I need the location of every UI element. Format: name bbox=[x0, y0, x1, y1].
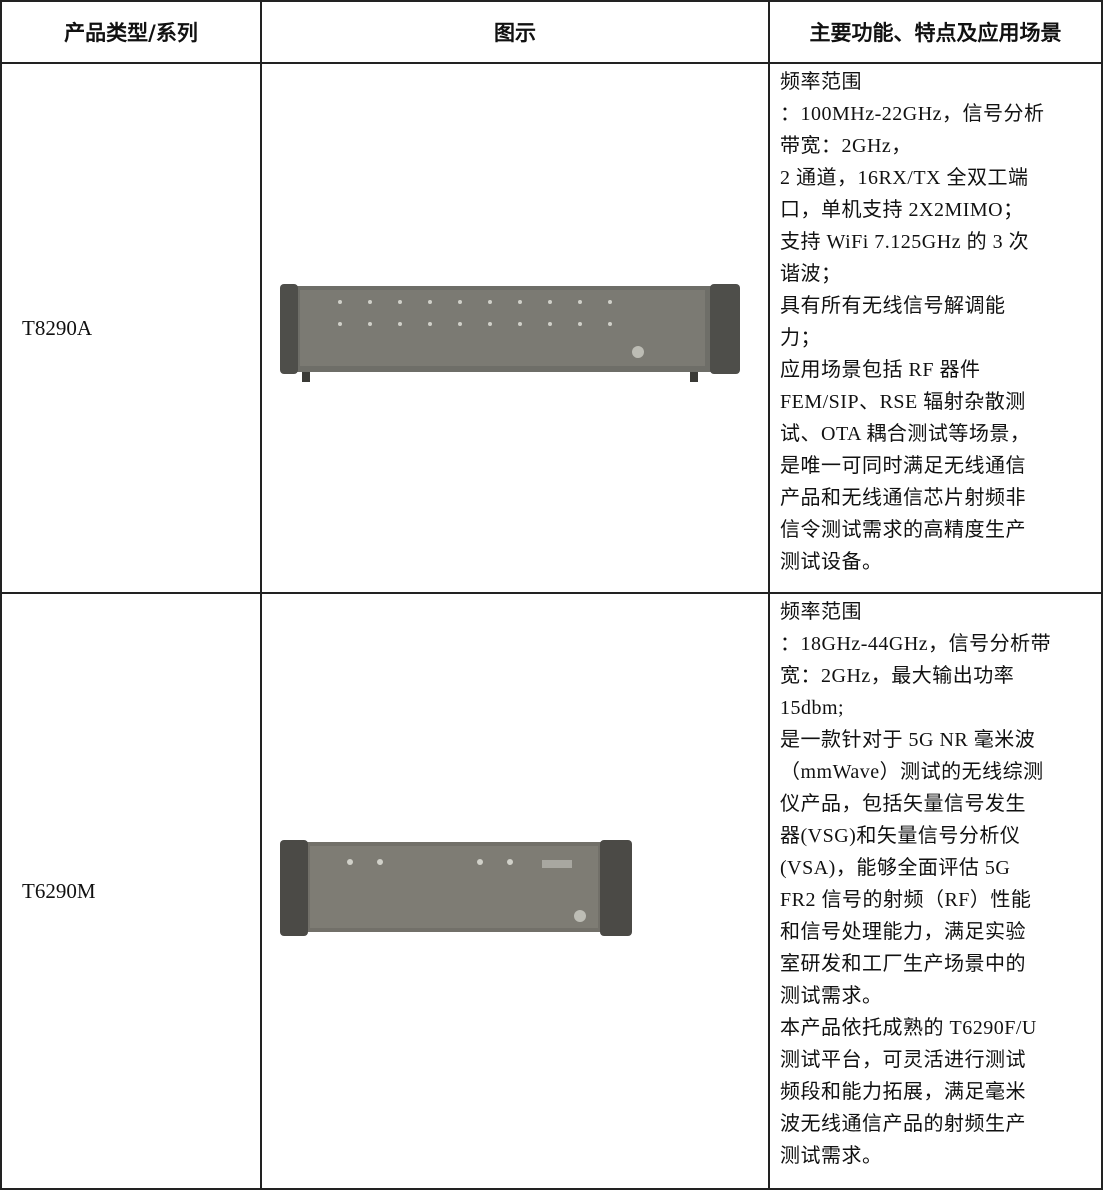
table-border bbox=[0, 62, 1103, 64]
description-line: 频段和能力拓展，满足毫米 bbox=[780, 1081, 1026, 1103]
description-line: 宽：2GHz，最大输出功率 bbox=[780, 665, 1015, 687]
description-line: FEM/SIP、RSE 辐射杂散测 bbox=[780, 391, 1026, 413]
description-line: 口，单机支持 2X2MIMO； bbox=[780, 199, 1024, 221]
description-line: 是唯一可同时满足无线通信 bbox=[780, 455, 1026, 477]
product-description: 频率范围 ：18GHz-44GHz，信号分析带 宽：2GHz，最大输出功率 15dbm… bbox=[770, 596, 1101, 1172]
description-line: 带宽：2GHz， bbox=[780, 135, 912, 157]
description-line: 是一款针对于 5G NR 毫米波 bbox=[780, 729, 1036, 751]
description-line: 15dbm; bbox=[780, 697, 845, 719]
description-line: 波无线通信产品的射频生产 bbox=[780, 1113, 1026, 1135]
description-line: 本产品依托成熟的 T6290F/U bbox=[780, 1017, 1037, 1039]
description-line: 频率范围 bbox=[780, 601, 862, 623]
description-line: （mmWave）测试的无线综测 bbox=[780, 761, 1044, 783]
device-image bbox=[280, 840, 632, 936]
table-border bbox=[1101, 0, 1103, 1190]
product-name: T8290A bbox=[22, 315, 92, 340]
description-line: 应用场景包括 RF 器件 bbox=[780, 359, 981, 381]
description-line: ：18GHz-44GHz，信号分析带 bbox=[780, 633, 1052, 655]
table-border bbox=[0, 1188, 1103, 1190]
product-description: 频率范围 ：100MHz-22GHz，信号分析 带宽：2GHz， 2 通道，16RX/… bbox=[770, 66, 1101, 578]
header-cell: 图示 bbox=[494, 21, 536, 45]
header-cell: 产品类型/系列 bbox=[64, 21, 198, 45]
description-line: 支持 WiFi 7.125GHz 的 3 次 bbox=[780, 231, 1030, 253]
description-line: 信令测试需求的高精度生产 bbox=[780, 519, 1026, 541]
table-border bbox=[260, 0, 262, 1190]
description-line: 谐波； bbox=[780, 263, 842, 285]
device-image bbox=[280, 284, 740, 382]
description-line: 力； bbox=[780, 327, 821, 349]
table-border bbox=[0, 592, 1103, 594]
description-line: ：100MHz-22GHz，信号分析 bbox=[780, 103, 1045, 125]
description-line: 产品和无线通信芯片射频非 bbox=[780, 487, 1026, 509]
table-border bbox=[0, 0, 1103, 2]
description-line: 室研发和工厂生产场景中的 bbox=[780, 953, 1026, 975]
description-line: 器(VSG)和矢量信号分析仪 bbox=[780, 825, 1021, 847]
description-line: (VSA)，能够全面评估 5G bbox=[780, 857, 1011, 879]
description-line: 频率范围 bbox=[780, 71, 862, 93]
table-border bbox=[768, 0, 770, 1190]
description-line: 测试平台，可灵活进行测试 bbox=[780, 1049, 1026, 1071]
description-line: 和信号处理能力，满足实验 bbox=[780, 921, 1026, 943]
description-line: 测试需求。 bbox=[780, 985, 883, 1007]
product-name: T6290M bbox=[22, 878, 96, 903]
description-line: 具有所有无线信号解调能 bbox=[780, 295, 1006, 317]
description-line: 测试设备。 bbox=[780, 551, 883, 573]
description-line: 2 通道，16RX/TX 全双工端 bbox=[780, 167, 1029, 189]
description-line: 仪产品，包括矢量信号发生 bbox=[780, 793, 1026, 815]
description-line: 试、OTA 耦合测试等场景， bbox=[780, 423, 1031, 445]
table-border bbox=[0, 0, 2, 1190]
description-line: 测试需求。 bbox=[780, 1145, 883, 1167]
header-cell: 主要功能、特点及应用场景 bbox=[809, 21, 1062, 45]
description-line: FR2 信号的射频（RF）性能 bbox=[780, 889, 1032, 911]
